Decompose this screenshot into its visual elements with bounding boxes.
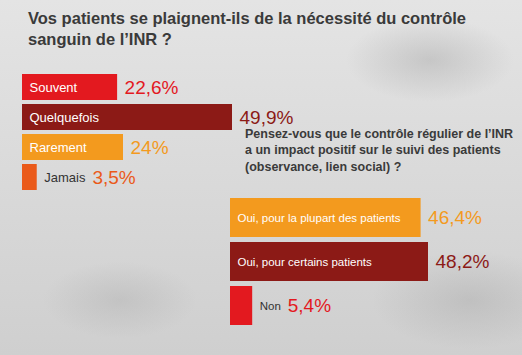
svg-text:Rarement: Rarement [30,140,87,155]
svg-text:48,2%: 48,2% [436,251,490,272]
svg-text:Oui, pour certains patients: Oui, pour certains patients [238,256,372,268]
svg-text:46,4%: 46,4% [428,207,482,228]
svg-text:49,9%: 49,9% [240,107,294,128]
svg-text:3,5%: 3,5% [92,167,135,188]
svg-text:24%: 24% [131,137,169,158]
svg-text:Oui, pour la plupart des patie: Oui, pour la plupart des patients [238,212,401,224]
svg-text:22,6%: 22,6% [125,77,179,98]
svg-text:Souvent: Souvent [30,80,78,95]
svg-text:5,4%: 5,4% [288,295,331,316]
svg-text:Jamais: Jamais [44,170,86,185]
svg-text:Quelquefois: Quelquefois [30,110,100,125]
html-text:Pensez-vous que le contrôle ré: Pensez-vous que le contrôle régulier de … [245,127,514,174]
svg-text:Non: Non [260,300,281,312]
html-text:Vos patients se plaignent-ils: Vos patients se plaignent-ils de la néce… [28,9,466,49]
